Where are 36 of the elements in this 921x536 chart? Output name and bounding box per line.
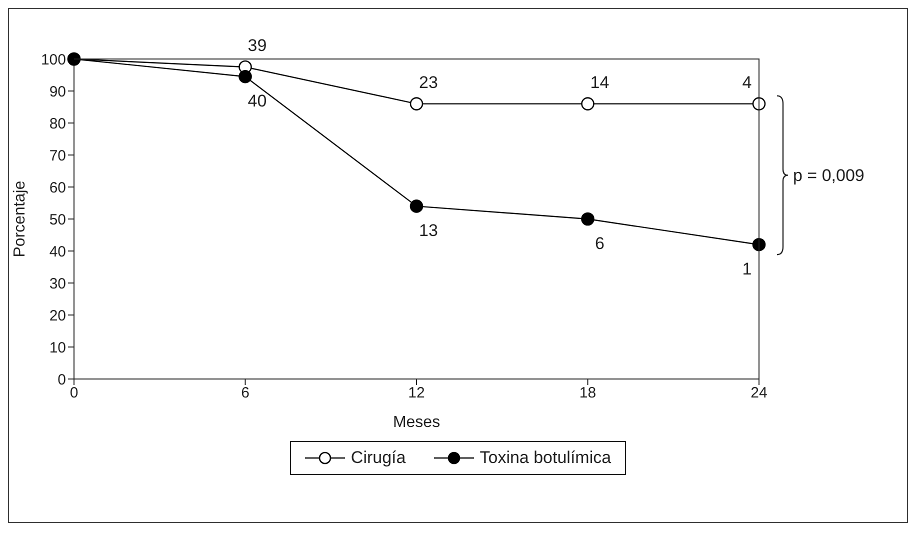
text: p = 0,009 xyxy=(793,166,864,186)
y-tick-label: 10 xyxy=(49,339,66,356)
point xyxy=(238,70,252,84)
y-tick-label: 100 xyxy=(40,51,66,68)
annotation: 40 xyxy=(248,92,267,111)
point xyxy=(581,97,594,110)
point xyxy=(581,212,594,226)
point xyxy=(752,238,766,252)
y-tick-label: 30 xyxy=(49,275,66,292)
annotation: 14 xyxy=(590,72,610,92)
annotation: 39 xyxy=(248,36,267,55)
y-tick-label: 20 xyxy=(49,307,66,324)
point xyxy=(410,200,424,213)
y-tick-label: 60 xyxy=(49,179,66,196)
point xyxy=(410,97,424,110)
y-tick-label: 70 xyxy=(49,147,66,164)
y-axis-title: Porcentaje xyxy=(12,180,29,258)
y-tick-label: 0 xyxy=(58,371,66,388)
annotation: 6 xyxy=(595,234,604,253)
y-tick-label: 40 xyxy=(49,243,66,260)
y-tick-label: 80 xyxy=(49,115,66,132)
annotation: 4 xyxy=(742,72,752,92)
x-axis-title: Meses xyxy=(392,414,440,431)
annotation: 1 xyxy=(742,260,752,279)
x-tick-label: 24 xyxy=(750,384,768,402)
x-tick-label: 0 xyxy=(70,384,78,402)
x-tick-label: 6 xyxy=(241,384,250,402)
annotation: 13 xyxy=(419,221,438,240)
point xyxy=(752,97,766,110)
x-tick-label: 12 xyxy=(408,384,425,402)
y-tick-label: 50 xyxy=(49,211,66,228)
annotation: 23 xyxy=(419,72,438,92)
legend-label: Cirugía xyxy=(350,448,406,468)
y-tick-label: 90 xyxy=(49,83,66,100)
x-tick-label: 18 xyxy=(579,384,596,402)
legend-label: Toxina botulímica xyxy=(480,448,612,468)
